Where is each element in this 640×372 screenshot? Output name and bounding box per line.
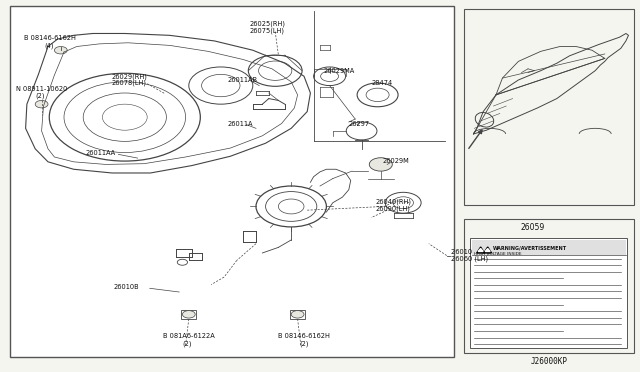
Text: B 081A6-6122A: B 081A6-6122A [163, 333, 215, 339]
Text: 28474: 28474 [372, 80, 393, 86]
Text: WARNING/AVERTISSEMENT: WARNING/AVERTISSEMENT [493, 246, 567, 251]
Circle shape [35, 100, 48, 108]
Circle shape [292, 311, 303, 317]
Text: 26029MA: 26029MA [323, 68, 355, 74]
Text: 26040(RH): 26040(RH) [376, 198, 412, 205]
Polygon shape [485, 248, 490, 251]
Text: 26029M: 26029M [383, 158, 410, 164]
Bar [472, 240, 626, 255]
Bar [290, 310, 305, 319]
Circle shape [182, 311, 195, 318]
Text: 26010B: 26010B [114, 284, 140, 290]
Polygon shape [478, 248, 483, 251]
Text: (2): (2) [300, 340, 309, 347]
Polygon shape [484, 247, 492, 253]
Text: N 08911-10620: N 08911-10620 [16, 86, 67, 92]
Text: 26010 (RH): 26010 (RH) [451, 249, 489, 256]
Text: (2): (2) [35, 93, 45, 99]
Text: 26029(RH): 26029(RH) [112, 73, 148, 80]
Bar [464, 9, 634, 205]
Text: 26011AB: 26011AB [227, 77, 257, 83]
Circle shape [184, 311, 194, 317]
Text: 26059: 26059 [520, 223, 545, 232]
Text: 26297: 26297 [348, 121, 369, 126]
Text: HIGH VOLTAGE INSIDE: HIGH VOLTAGE INSIDE [474, 252, 521, 256]
Text: B 08146-6162H: B 08146-6162H [24, 35, 76, 41]
Text: (2): (2) [182, 340, 192, 347]
Text: 26078(LH): 26078(LH) [112, 80, 147, 86]
Text: 26011A: 26011A [227, 121, 253, 126]
Bar [10, 6, 454, 357]
Circle shape [369, 158, 392, 171]
Circle shape [291, 311, 304, 318]
Text: (4): (4) [45, 42, 54, 49]
Text: J26000KP: J26000KP [531, 357, 568, 366]
Polygon shape [477, 247, 484, 253]
Text: 26090(LH): 26090(LH) [376, 205, 410, 212]
Text: 26025(RH): 26025(RH) [250, 21, 285, 28]
Bar [181, 310, 196, 319]
Bar [470, 238, 627, 348]
Circle shape [177, 259, 188, 265]
Bar [464, 219, 634, 353]
Text: 26060 (LH): 26060 (LH) [451, 256, 488, 262]
Text: 26011AA: 26011AA [85, 150, 115, 156]
Text: B 08146-6162H: B 08146-6162H [278, 333, 330, 339]
Circle shape [54, 46, 67, 54]
Text: 26075(LH): 26075(LH) [250, 28, 285, 34]
